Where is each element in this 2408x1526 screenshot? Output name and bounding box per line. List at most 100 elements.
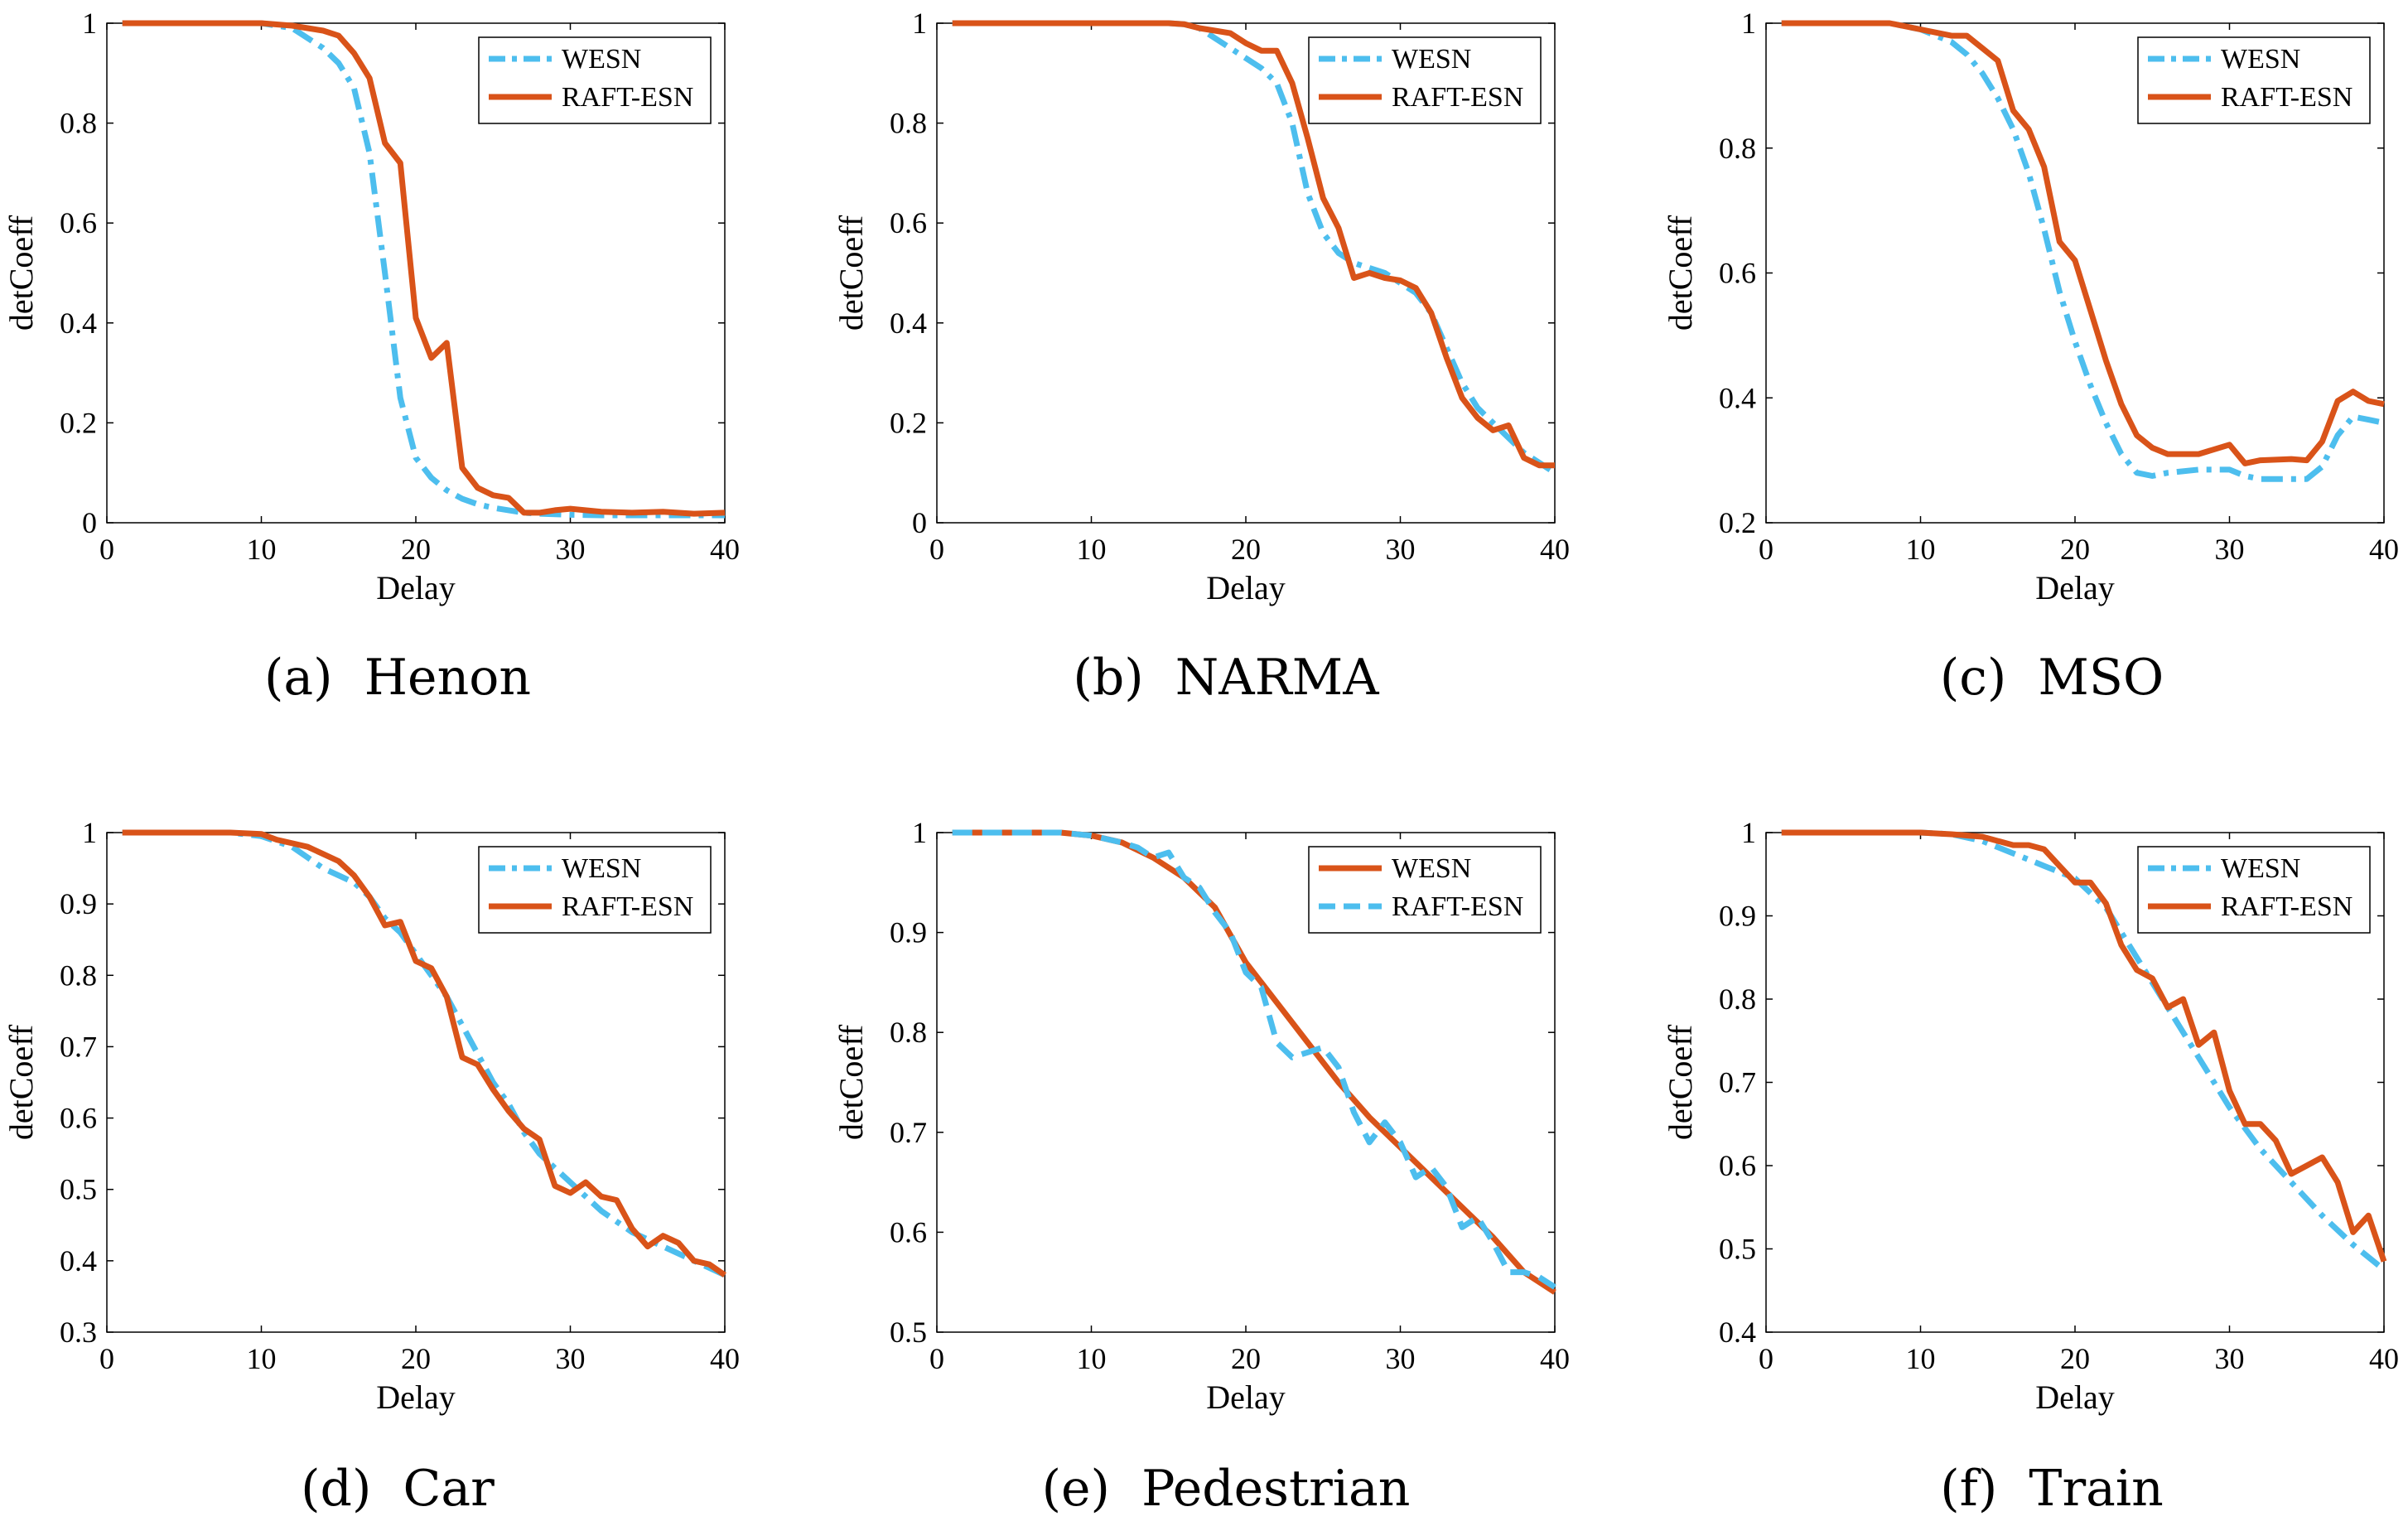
y-tick-label: 0.8 xyxy=(890,1016,927,1049)
y-tick-label: 0.6 xyxy=(60,206,97,239)
y-tick-label: 0.6 xyxy=(890,1215,927,1248)
x-tick-label: 10 xyxy=(247,1342,277,1375)
y-axis-label: detCoeff xyxy=(832,215,870,331)
y-tick-label: 0.8 xyxy=(60,959,97,992)
series-line-raft-esn xyxy=(1781,20,2385,466)
x-tick-label: 30 xyxy=(1386,533,1416,566)
legend: WESN RAFT-ESN xyxy=(1308,846,1542,934)
x-tick-label: 30 xyxy=(2215,1342,2245,1375)
x-axis-label: Delay xyxy=(1206,569,1286,606)
y-tick-label: 0.8 xyxy=(890,107,927,140)
x-tick-label: 0 xyxy=(1759,533,1773,566)
x-tick-label: 20 xyxy=(401,533,431,566)
legend-label: RAFT-ESN xyxy=(2221,82,2353,113)
y-axis-label: detCoeff xyxy=(1662,1024,1699,1140)
legend: WESN RAFT-ESN xyxy=(2137,846,2371,934)
series-line-wesn xyxy=(1781,20,2385,482)
legend-label: RAFT-ESN xyxy=(562,891,693,922)
x-tick-label: 30 xyxy=(1386,1342,1416,1375)
y-tick-label: 1 xyxy=(82,7,97,40)
y-tick-label: 0.4 xyxy=(1719,381,1756,414)
legend-label: WESN xyxy=(1392,853,1471,884)
y-axis-label: detCoeff xyxy=(832,1024,870,1140)
legend-label: WESN xyxy=(1392,44,1471,75)
x-tick-label: 10 xyxy=(247,533,277,566)
series-line-raft-esn xyxy=(122,829,726,1277)
y-tick-label: 0.8 xyxy=(1719,983,1756,1016)
series-line-raft-esn xyxy=(952,829,1556,1290)
x-tick-label: 40 xyxy=(710,1342,740,1375)
y-axis-label: detCoeff xyxy=(2,215,40,331)
x-tick-label: 0 xyxy=(1759,1342,1773,1375)
series-line-raft-esn xyxy=(1781,829,2387,1263)
panel-caption: (c) MSO xyxy=(1940,649,2164,707)
y-tick-label: 0.9 xyxy=(1719,900,1756,933)
y-tick-label: 0.5 xyxy=(1719,1233,1756,1266)
chart-panel-2: 0 10 20 30 40 0 0.2 0.4 0.6 0.8 1 Delay detCoeff WESN… xyxy=(832,7,1570,707)
x-axis-label: Delay xyxy=(2035,569,2115,606)
legend-label: WESN xyxy=(2221,853,2300,884)
x-axis-label: Delay xyxy=(2035,1379,2115,1416)
x-tick-label: 30 xyxy=(556,1342,586,1375)
chart-panel-5: 0 10 20 30 40 0.5 0.6 0.7 0.8 0.9 1 Delay detCoeff WE… xyxy=(832,816,1570,1518)
panel-caption: (e) Pedestrian xyxy=(1042,1460,1411,1518)
series-line-wesn xyxy=(122,829,726,1278)
y-tick-label: 0.8 xyxy=(60,107,97,140)
x-tick-label: 30 xyxy=(556,533,586,566)
y-tick-label: 0.3 xyxy=(60,1316,97,1349)
x-tick-label: 20 xyxy=(1231,533,1261,566)
x-tick-label: 20 xyxy=(2060,1342,2090,1375)
legend-label: WESN xyxy=(562,853,641,884)
chart-panel-4: 0 10 20 30 40 0.3 0.4 0.5 0.6 0.7 0.8 0.9 1 Delay detC… xyxy=(2,816,740,1518)
series-line-raft-esn xyxy=(952,20,1555,469)
y-tick-label: 1 xyxy=(912,816,927,849)
panel-caption: (a) Henon xyxy=(264,649,531,707)
y-tick-label: 0.6 xyxy=(1719,1149,1756,1182)
legend-label: WESN xyxy=(2221,44,2300,75)
legend-box xyxy=(478,36,712,124)
y-tick-label: 1 xyxy=(1741,7,1756,40)
y-tick-label: 1 xyxy=(1741,816,1756,849)
series-line-wesn xyxy=(952,20,1556,476)
y-tick-label: 0.7 xyxy=(890,1116,927,1149)
legend: WESN RAFT-ESN xyxy=(478,36,712,124)
x-tick-label: 20 xyxy=(1231,1342,1261,1375)
y-tick-label: 0.4 xyxy=(1719,1316,1756,1349)
chart-panel-3: 0 10 20 30 40 0.2 0.4 0.6 0.8 1 Delay detCoeff WESN R… xyxy=(1662,7,2399,707)
x-tick-label: 30 xyxy=(2215,533,2245,566)
y-tick-label: 0.4 xyxy=(890,307,927,340)
y-axis-label: detCoeff xyxy=(1662,215,1699,331)
y-tick-label: 1 xyxy=(912,7,927,40)
x-tick-label: 10 xyxy=(1906,1342,1936,1375)
y-tick-label: 1 xyxy=(82,816,97,849)
panel-caption: (b) NARMA xyxy=(1073,649,1379,707)
series-line-wesn xyxy=(122,20,725,519)
chart-panel-1: 0 10 20 30 40 0 0.2 0.4 0.6 0.8 1 Delay detCoeff WESN… xyxy=(2,7,740,707)
legend-box xyxy=(1308,846,1542,934)
legend: WESN RAFT-ESN xyxy=(2137,36,2371,124)
legend-box xyxy=(478,846,712,934)
y-tick-label: 0.4 xyxy=(60,1244,97,1277)
y-tick-label: 0 xyxy=(912,506,927,539)
y-tick-label: 0.7 xyxy=(1719,1066,1756,1099)
panel-caption: (d) Car xyxy=(301,1460,495,1518)
y-tick-label: 0.4 xyxy=(60,307,97,340)
legend-label: RAFT-ESN xyxy=(1392,82,1523,113)
legend: WESN RAFT-ESN xyxy=(478,846,712,934)
y-tick-label: 0.6 xyxy=(890,206,927,239)
y-tick-label: 0.2 xyxy=(1719,506,1756,539)
x-tick-label: 0 xyxy=(929,533,944,566)
y-tick-label: 0.2 xyxy=(60,406,97,439)
legend-box xyxy=(1308,36,1542,124)
y-tick-label: 0 xyxy=(82,506,97,539)
legend-label: RAFT-ESN xyxy=(562,82,693,113)
legend-label: WESN xyxy=(562,44,641,75)
x-axis-label: Delay xyxy=(376,1379,456,1416)
x-tick-label: 10 xyxy=(1077,1342,1107,1375)
legend-label: RAFT-ESN xyxy=(2221,891,2353,922)
x-tick-label: 10 xyxy=(1077,533,1107,566)
x-axis-label: Delay xyxy=(1206,1379,1286,1416)
x-tick-label: 40 xyxy=(710,533,740,566)
legend: WESN RAFT-ESN xyxy=(1308,36,1542,124)
